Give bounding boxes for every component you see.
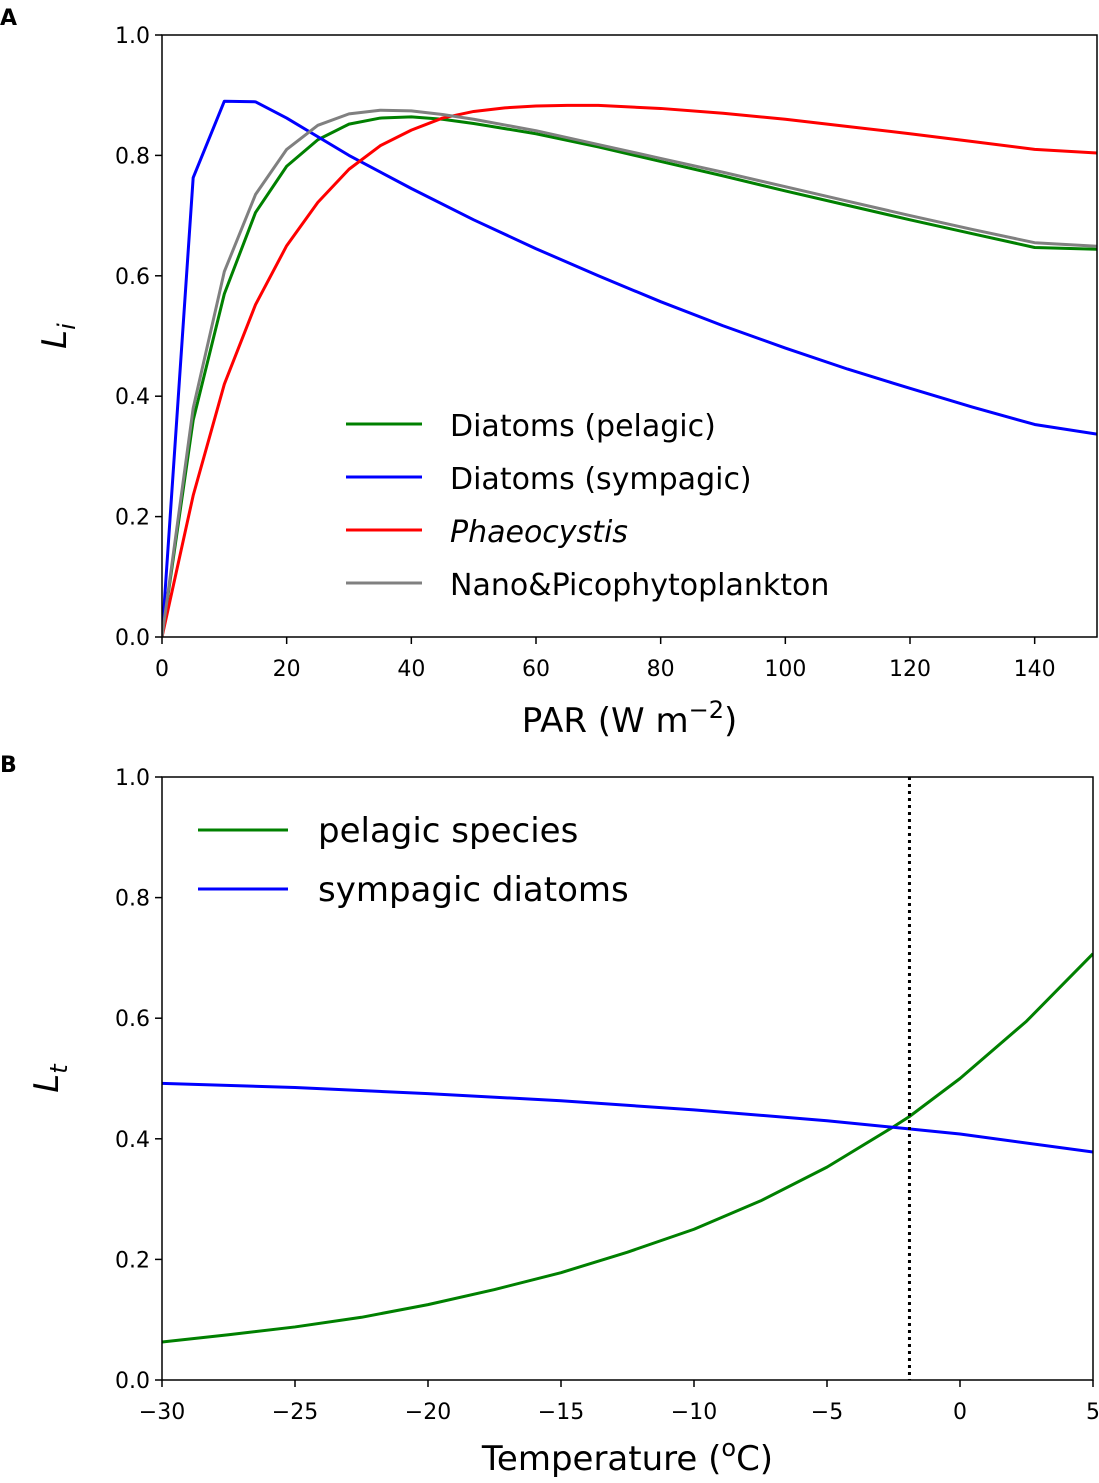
panel-a-series-line-1 [162, 99, 1097, 637]
panel-a-ytick-label: 0.6 [115, 265, 150, 290]
panel-b-series-line-0 [162, 952, 1093, 1344]
panel-b-xtick-label: −30 [139, 1400, 185, 1425]
panel-a-xtick-label: 120 [889, 657, 931, 682]
panel-b-xlabel-superscript: o [721, 1434, 736, 1462]
panel-b-ytick-label: 1.0 [115, 766, 150, 791]
panel-a-xlabel: PAR (W m−2) [522, 696, 738, 741]
panel-a-letter: A [0, 6, 17, 31]
panel-b-series-line-1 [162, 1081, 1093, 1154]
panel-a-ytick-label: 1.0 [115, 24, 150, 49]
panel-a-legend-label: Phaeocystis [450, 515, 628, 550]
panel-b-axes-frame [161, 776, 1094, 1381]
panel-a-xlabel-end: ) [724, 701, 737, 741]
panel-a-legend-label: Diatoms (pelagic) [450, 409, 716, 444]
panel-a-ytick-label: 0.8 [115, 144, 150, 169]
panel-b-ytick-label: 0.0 [115, 1369, 150, 1394]
panel-b-xlabel-text: Temperature ( [481, 1439, 721, 1479]
panel-b-ylabel-subscript: t [45, 1063, 73, 1074]
panel-a-xtick-label: 100 [764, 657, 806, 682]
panel-b-ylabel-text: L [27, 1074, 67, 1093]
panel-a-ylabel: Li [35, 323, 81, 349]
panel-a-xtick-label: 40 [397, 657, 425, 682]
panel-a-ytick-label: 0.2 [115, 506, 150, 531]
panel-a-ytick-label: 0.4 [115, 385, 150, 410]
panel-a-axes-frame [161, 34, 1098, 638]
panel-b-ytick-label: 0.6 [115, 1007, 150, 1032]
panel-a-xtick-label: 80 [647, 657, 675, 682]
panel-a-xlabel-text: PAR (W m [522, 701, 689, 741]
panel-a-series-line-3 [162, 108, 1097, 637]
panel-b-legend-label: sympagic diatoms [318, 870, 629, 910]
panel-a-legend-label: Nano&Picophytoplankton [450, 568, 829, 603]
panel-b-xtick-label: −15 [538, 1400, 584, 1425]
panel-b-xtick-label: −10 [671, 1400, 717, 1425]
panel-b-ylabel: Lt [27, 1063, 73, 1093]
panel-a-ytick-label: 0.0 [115, 626, 150, 651]
panel-a-ylabel-text: L [35, 330, 75, 349]
panel-b-xtick-label: −20 [405, 1400, 451, 1425]
panel-b-xlabel-end: C) [736, 1439, 773, 1479]
panel-b-xtick-label: −5 [811, 1400, 843, 1425]
panel-a-xlabel-superscript: −2 [689, 696, 724, 724]
panel-b-xtick-label: 0 [953, 1400, 967, 1425]
panel-a-series-line-2 [162, 103, 1097, 637]
panel-b-ytick-label: 0.8 [115, 887, 150, 912]
panel-a-xtick-label: 0 [155, 657, 169, 682]
panel-b-ytick-label: 0.4 [115, 1128, 150, 1153]
panel-a-xtick-label: 60 [522, 657, 550, 682]
panel-b-letter: B [0, 753, 17, 778]
panel-a-xtick-label: 140 [1014, 657, 1056, 682]
panel-a-legend-label: Diatoms (sympagic) [450, 462, 752, 497]
panel-b-ytick-label: 0.2 [115, 1248, 150, 1273]
panel-b-legend-label: pelagic species [318, 811, 578, 851]
panel-b-xtick-label: 5 [1086, 1400, 1099, 1425]
panel-a-xtick-label: 20 [273, 657, 301, 682]
panel-b-xtick-label: −25 [272, 1400, 318, 1425]
panel-a-series-line-0 [162, 115, 1097, 637]
panel-a-ylabel-subscript: i [53, 323, 81, 330]
panel-b-xlabel: Temperature (oC) [481, 1434, 773, 1479]
